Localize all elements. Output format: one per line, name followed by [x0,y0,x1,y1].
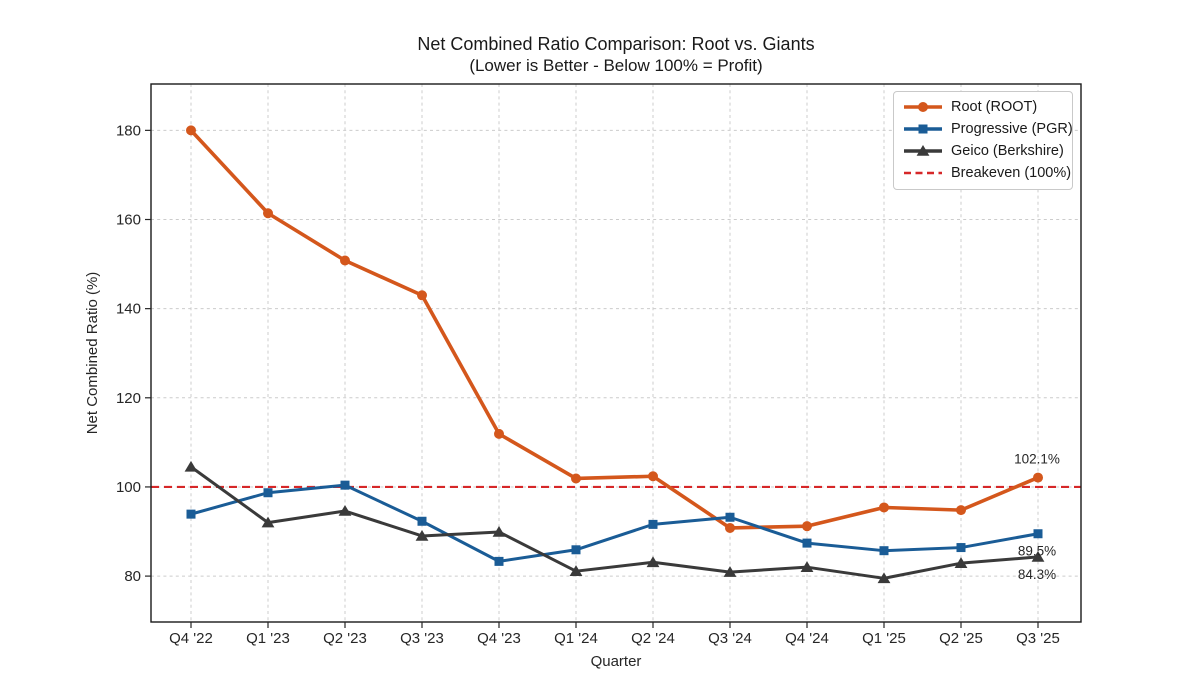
legend-marker [916,145,930,156]
legend-dashed-swatch-icon [904,171,942,175]
data-point-2 [338,505,352,516]
x-tick-label: Q4 '24 [785,630,829,647]
x-axis-label: Quarter [591,653,642,670]
data-point-1 [648,519,658,529]
y-tick-label: 100 [116,479,141,496]
data-point-1 [879,546,889,556]
data-point-1 [340,480,350,490]
x-tick-label: Q2 '24 [631,630,675,647]
legend-triangle-swatch-icon [904,145,942,156]
data-point-2 [261,516,275,528]
x-tick-label: Q4 '22 [169,630,213,647]
data-point-1 [956,543,966,553]
data-point-0 [417,290,427,301]
data-point-0 [802,521,812,532]
legend-item-3: Breakeven (100%) [903,162,1071,184]
x-tick-label: Q1 '25 [862,630,906,647]
x-tick-label: Q3 '24 [708,630,752,647]
data-point-2 [184,460,198,472]
annotation-label: 89.5% [1018,544,1056,559]
annotation-label: 84.3% [1018,567,1056,582]
data-point-0 [263,208,273,219]
data-point-0 [340,255,350,266]
data-point-1 [725,512,735,522]
data-point-1 [571,545,581,555]
chart-title: Net Combined Ratio Comparison: Root vs. … [417,34,815,54]
legend: Root (ROOT) Progressive (PGR) Geico (Berks… [893,91,1073,190]
y-tick-label: 140 [116,301,141,318]
x-tick-label: Q1 '23 [246,630,290,647]
data-point-2 [800,561,814,572]
annotation-label: 102.1% [1014,452,1060,467]
data-point-0 [186,125,196,136]
legend-label: Root (ROOT) [951,99,1038,115]
legend-item-1: Progressive (PGR) [903,118,1073,140]
data-point-2 [954,557,968,568]
legend-marker [918,102,928,112]
legend-item-2: Geico (Berkshire) [903,140,1066,162]
data-point-0 [1033,472,1043,483]
data-point-2 [646,556,660,568]
x-tick-label: Q2 '23 [323,630,367,647]
data-point-2 [877,572,891,584]
series-line-2 [189,465,1040,580]
data-point-0 [725,522,735,533]
legend-item-0: Root (ROOT) [903,96,1066,118]
y-tick-label: 160 [116,212,141,229]
legend-square-swatch-icon [904,124,942,134]
y-axis-label: Net Combined Ratio (%) [84,272,101,435]
x-tick-label: Q3 '25 [1016,630,1060,647]
data-point-1 [1033,529,1043,539]
y-tick-label: 180 [116,122,141,139]
x-tick-label: Q4 '23 [477,630,521,647]
legend-marker [918,124,928,134]
data-point-1 [417,516,427,526]
legend-label: Geico (Berkshire) [951,143,1064,159]
data-point-0 [494,428,504,439]
data-point-1 [263,488,273,498]
data-point-1 [186,509,196,519]
x-tick-label: Q3 '23 [400,630,444,647]
y-tick-label: 80 [124,568,141,585]
x-tick-label: Q2 '25 [939,630,983,647]
chart-subtitle: (Lower is Better - Below 100% = Profit) [469,56,763,75]
plot-border [150,83,1082,623]
data-point-2 [569,565,583,576]
data-point-1 [802,538,812,548]
data-point-2 [723,566,737,577]
legend-circle-swatch-icon [904,102,942,112]
data-point-2 [492,525,506,537]
data-point-2 [1031,550,1045,562]
legend-label: Progressive (PGR) [951,121,1073,137]
data-point-0 [879,502,889,513]
series-line-1 [189,483,1040,563]
data-point-0 [571,473,581,484]
y-tick-label: 120 [116,390,141,407]
data-point-0 [956,505,966,516]
data-point-0 [648,471,658,482]
series-line-0 [189,128,1040,530]
data-point-1 [494,556,504,566]
legend-label: Breakeven (100%) [951,165,1072,181]
data-point-2 [415,529,429,541]
x-tick-label: Q1 '24 [554,630,598,647]
